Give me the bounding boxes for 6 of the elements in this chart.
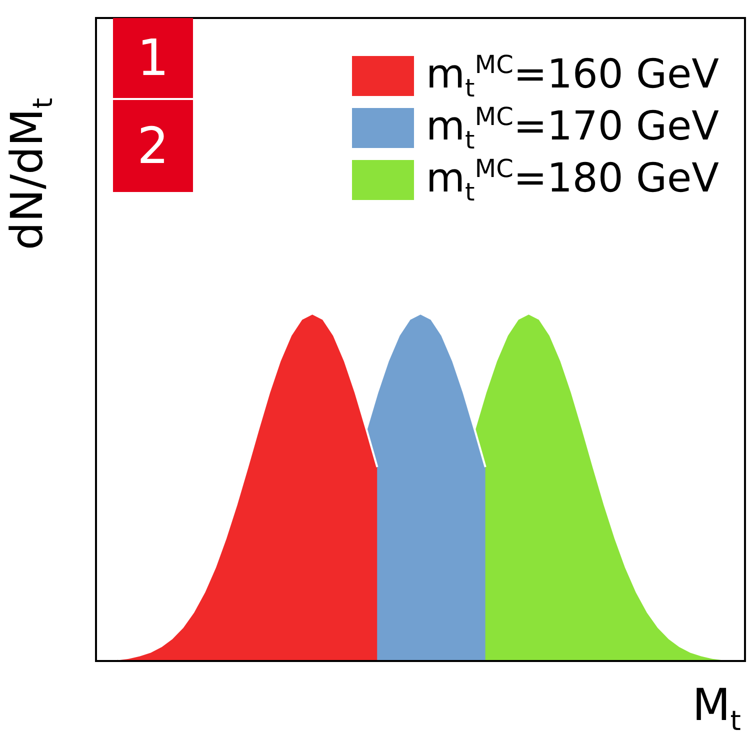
legend-label: m$_{t}$$^{MC}$=160 GeV <box>426 50 719 102</box>
text: 1 <box>113 18 193 98</box>
text: 2 <box>113 100 193 192</box>
legend-label: m$_{t}$$^{MC}$=170 GeV <box>426 102 719 154</box>
legend-label: m$_{t}$$^{MC}$=180 GeV <box>426 154 719 206</box>
x-axis-title: M$_{t}$ <box>692 680 741 737</box>
